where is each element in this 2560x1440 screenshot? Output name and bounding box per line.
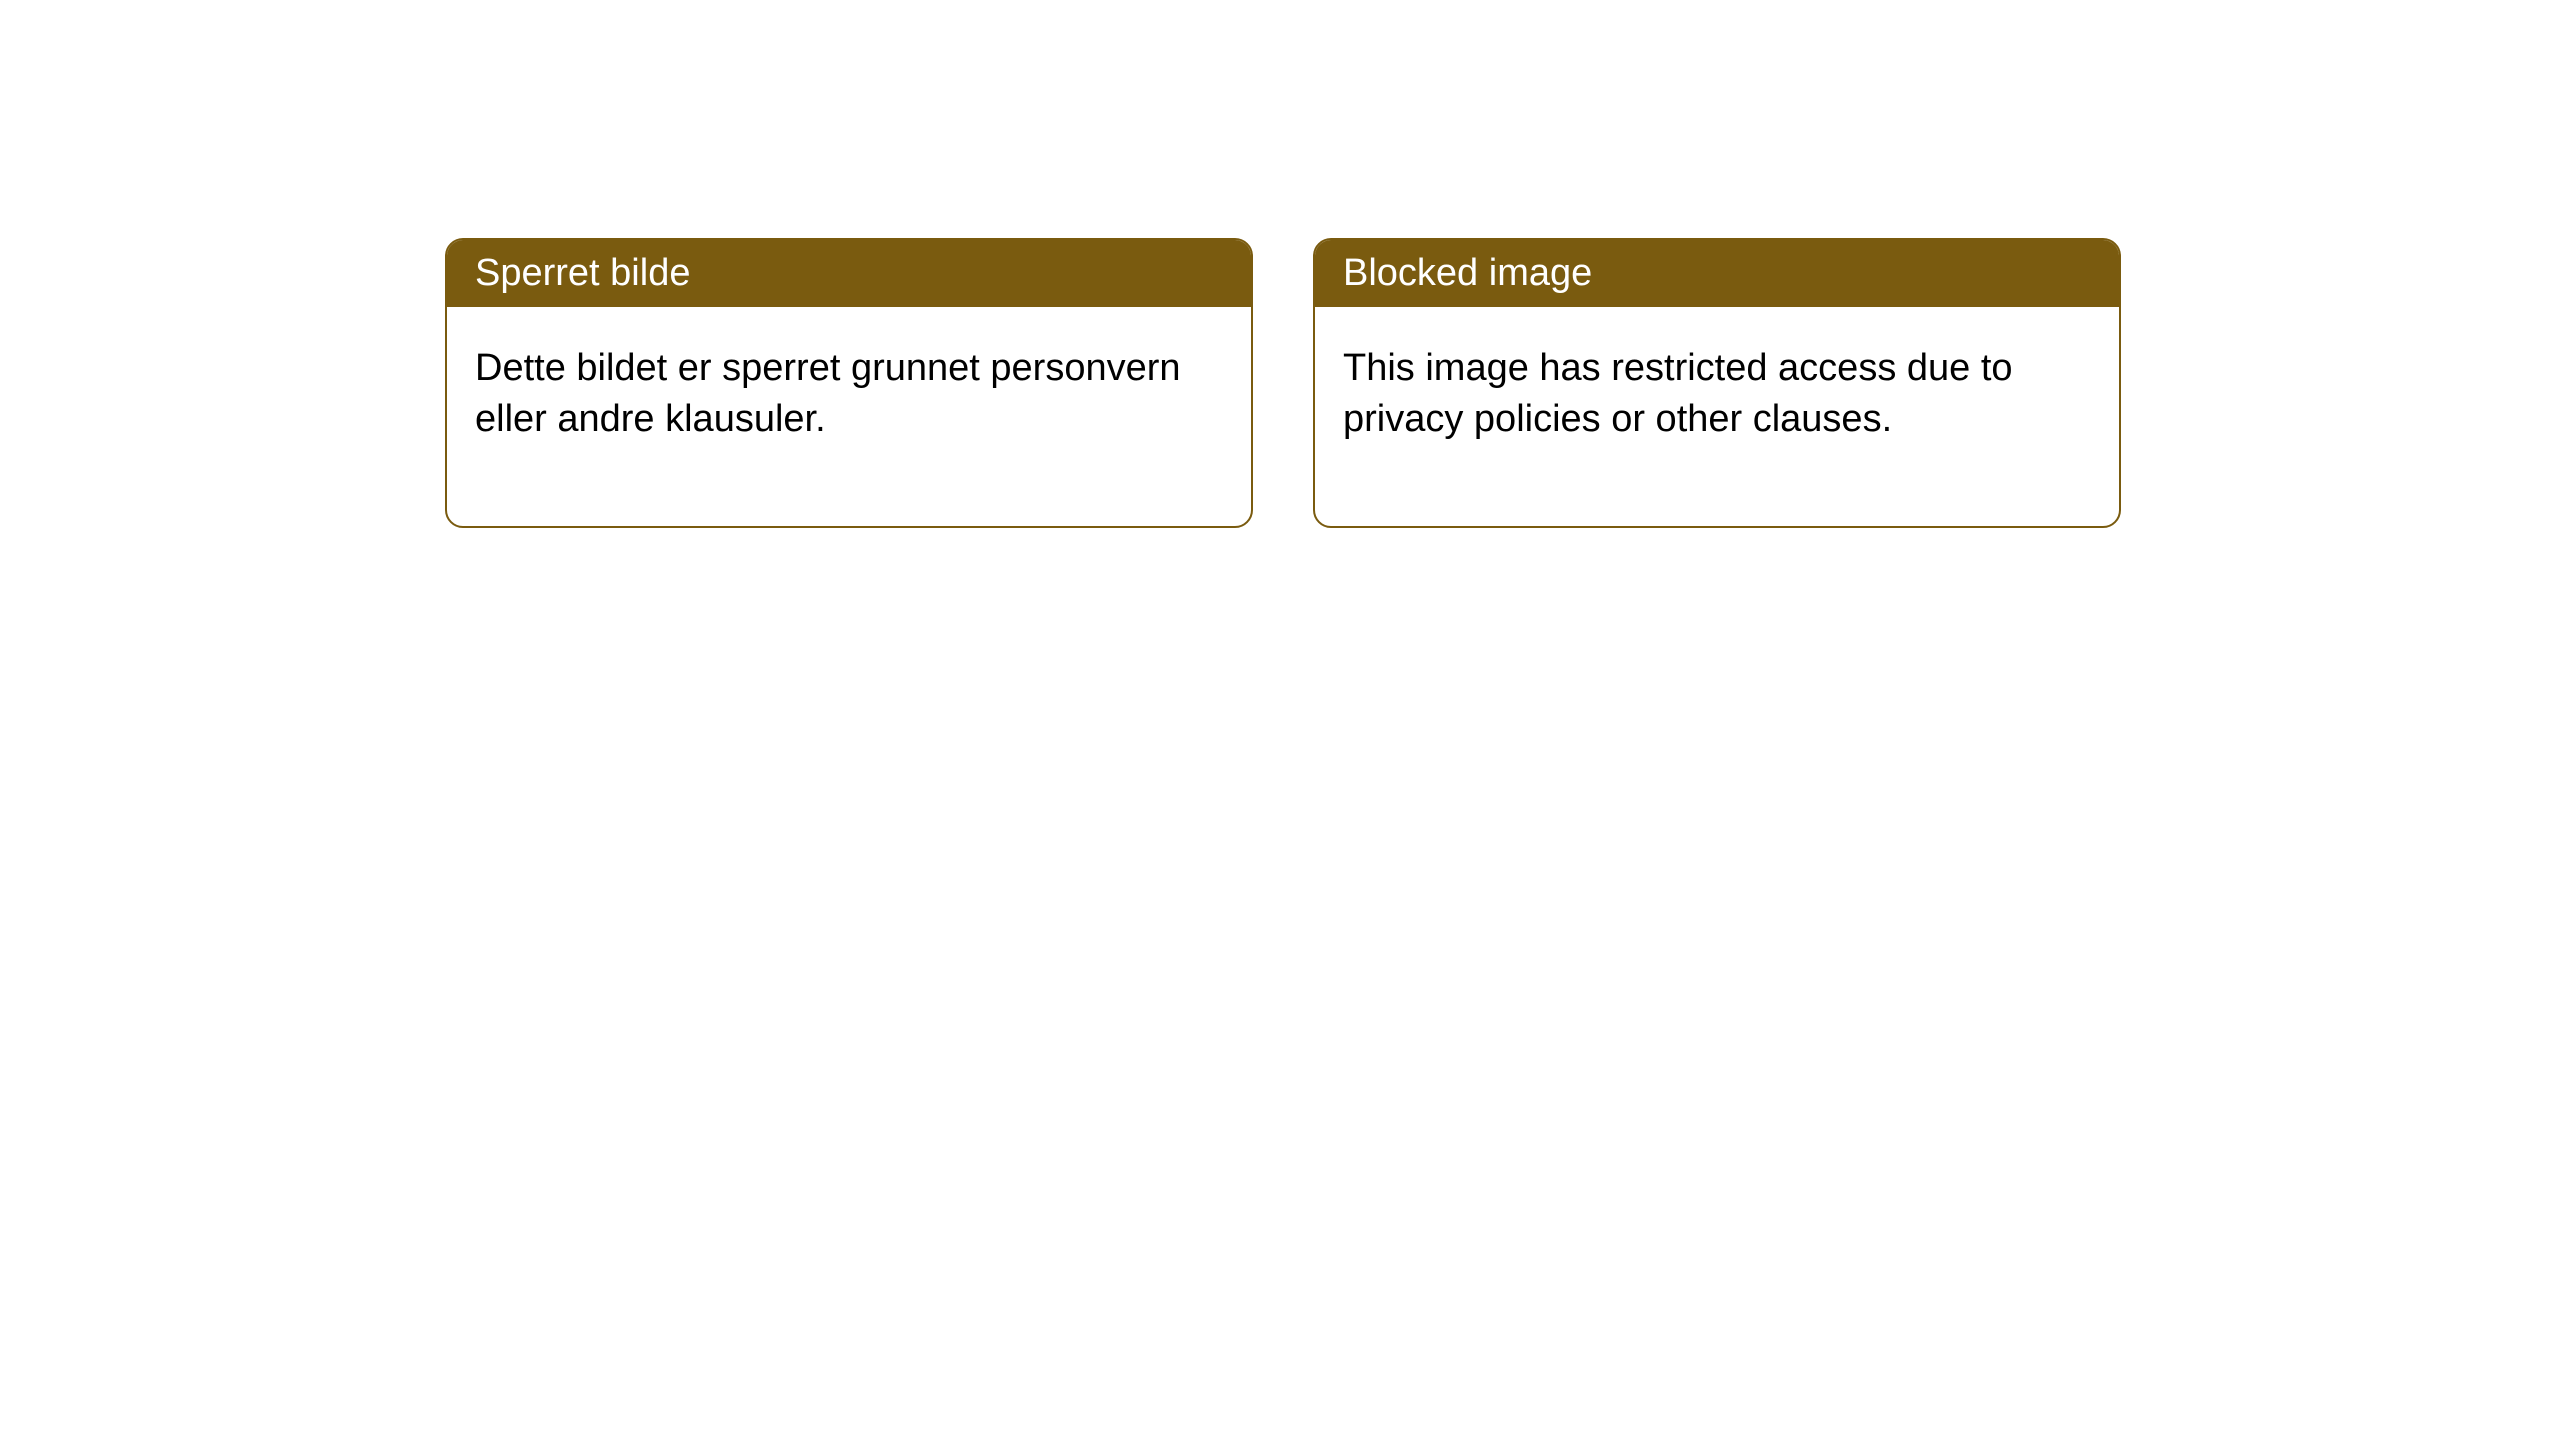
card-title: Blocked image <box>1343 252 1592 294</box>
card-body-text: This image has restricted access due to … <box>1343 347 2013 440</box>
card-body-text: Dette bildet er sperret grunnet personve… <box>475 347 1181 440</box>
blocked-image-card-en: Blocked image This image has restricted … <box>1313 238 2121 528</box>
card-body: This image has restricted access due to … <box>1315 307 2119 526</box>
card-header: Sperret bilde <box>447 240 1251 307</box>
cards-container: Sperret bilde Dette bildet er sperret gr… <box>445 238 2560 528</box>
card-header: Blocked image <box>1315 240 2119 307</box>
blocked-image-card-no: Sperret bilde Dette bildet er sperret gr… <box>445 238 1253 528</box>
card-title: Sperret bilde <box>475 252 690 294</box>
card-body: Dette bildet er sperret grunnet personve… <box>447 307 1251 526</box>
